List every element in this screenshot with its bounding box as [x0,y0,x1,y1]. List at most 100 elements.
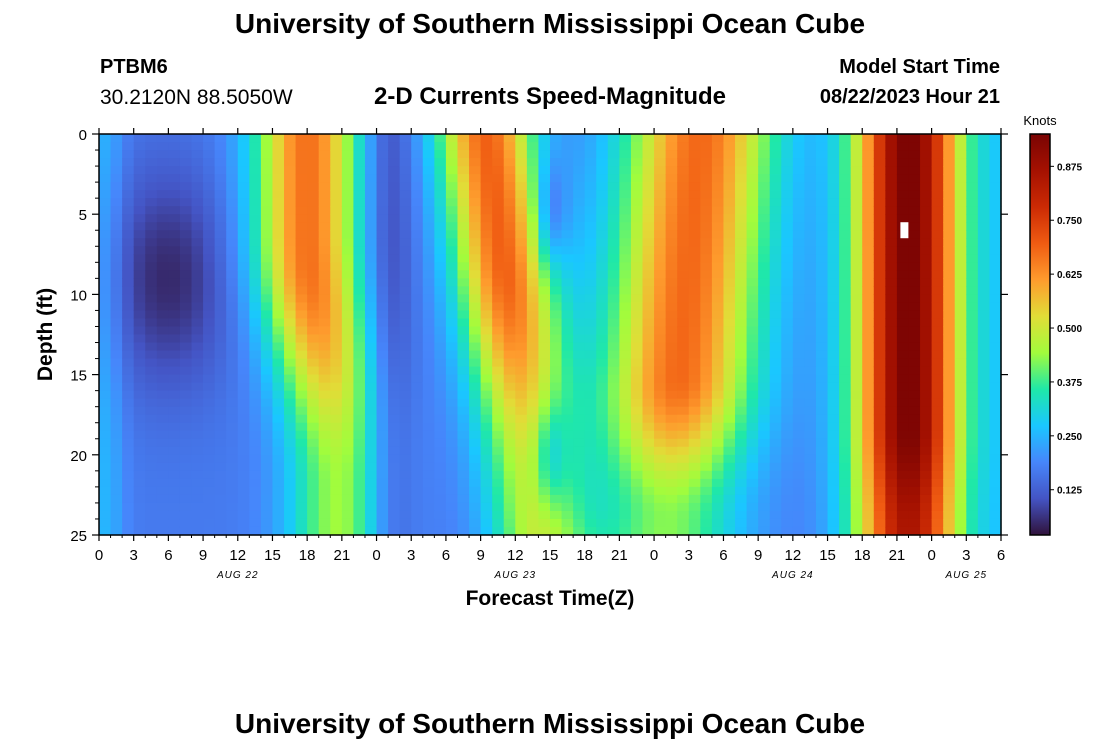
heatmap-cell [168,374,181,384]
heatmap-cell [388,438,401,448]
heatmap-cell [688,414,701,424]
heatmap-cell [561,342,574,352]
heatmap-cell [272,246,285,255]
heatmap-cell [920,302,933,312]
heatmap-cell [804,270,817,279]
heatmap-cell [492,158,505,167]
heatmap-cell [746,238,759,247]
heatmap-cell [492,398,505,408]
heatmap-cell [214,414,227,424]
heatmap-cell [677,134,690,143]
heatmap-cell [815,238,829,247]
heatmap-cell [550,206,563,215]
heatmap-cell [237,286,250,295]
heatmap-cell [538,198,551,207]
heatmap-cell [133,214,146,223]
heatmap-cell [526,166,540,175]
heatmap-cell [584,174,597,183]
heatmap-cell [607,510,620,520]
heatmap-cell [480,302,493,312]
heatmap-cell [411,342,424,352]
heatmap-cell [735,510,748,520]
heatmap-cell [573,366,586,376]
heatmap-cell [237,446,250,456]
heatmap-cell [492,334,505,344]
heatmap-cell [353,270,366,279]
heatmap-cell [804,150,817,159]
heatmap-cell [422,158,435,167]
heatmap-cell [815,206,829,215]
heatmap-cell [989,398,1002,408]
heatmap-cell [850,478,863,488]
heatmap-cell [654,398,667,408]
heatmap-cell [665,166,678,175]
heatmap-cell [364,190,378,199]
heatmap-cell [815,174,829,183]
heatmap-cell [457,334,470,344]
heatmap-cell [815,230,829,239]
heatmap-cell [723,454,736,464]
heatmap-cell [226,486,239,496]
heatmap-cell [457,358,470,368]
heatmap-cell [503,190,516,199]
heatmap-cell [376,262,389,271]
heatmap-cell [573,158,586,167]
heatmap-cell [966,206,979,215]
heatmap-cell [896,198,910,207]
heatmap-cell [573,238,586,247]
heatmap-cell [411,462,424,472]
heatmap-cell [908,502,921,512]
heatmap-cell [145,414,158,424]
heatmap-cell [908,438,921,448]
heatmap-cell [376,254,389,263]
heatmap-cell [758,358,771,368]
heatmap-cell [492,518,505,528]
heatmap-cell [896,286,910,295]
heatmap-cell [688,254,701,263]
heatmap-cell [561,294,574,304]
heatmap-cell [457,494,470,504]
heatmap-cell [364,174,378,183]
heatmap-cell [896,166,910,175]
heatmap-cell [873,502,886,512]
heatmap-cell [457,422,470,432]
heatmap-cell [203,470,216,480]
heatmap-cell [931,462,944,472]
heatmap-cell [353,398,366,408]
heatmap-cell [839,374,852,384]
heatmap-cell [99,206,112,215]
heatmap-cell [353,142,366,151]
heatmap-cell [839,302,852,312]
heatmap-cell [480,454,493,464]
heatmap-cell [885,486,898,496]
heatmap-cell [700,190,713,199]
heatmap-cell [422,366,435,376]
heatmap-cell [110,486,123,496]
heatmap-cell [815,518,829,528]
heatmap-cell [503,294,516,304]
heatmap-cell [376,174,389,183]
heatmap-cell [388,262,401,271]
heatmap-cell [237,294,250,304]
heatmap-cell [977,270,991,279]
heatmap-cell [237,318,250,328]
heatmap-cell [746,158,759,167]
heatmap-cell [654,374,667,384]
heatmap-cell [399,222,412,231]
heatmap-cell [862,262,875,271]
heatmap-cell [156,334,169,344]
heatmap-cell [237,278,250,287]
heatmap-cell [619,398,632,408]
heatmap-cell [561,270,574,279]
heatmap-cell [249,486,262,496]
heatmap-cell [677,390,690,400]
heatmap-cell [977,302,991,312]
heatmap-cell [920,134,933,143]
heatmap-cell [526,246,540,255]
heatmap-cell [284,366,297,376]
heatmap-cell [515,310,528,320]
heatmap-cell [954,198,967,207]
heatmap-cell [191,302,204,312]
heatmap-cell [688,302,701,312]
